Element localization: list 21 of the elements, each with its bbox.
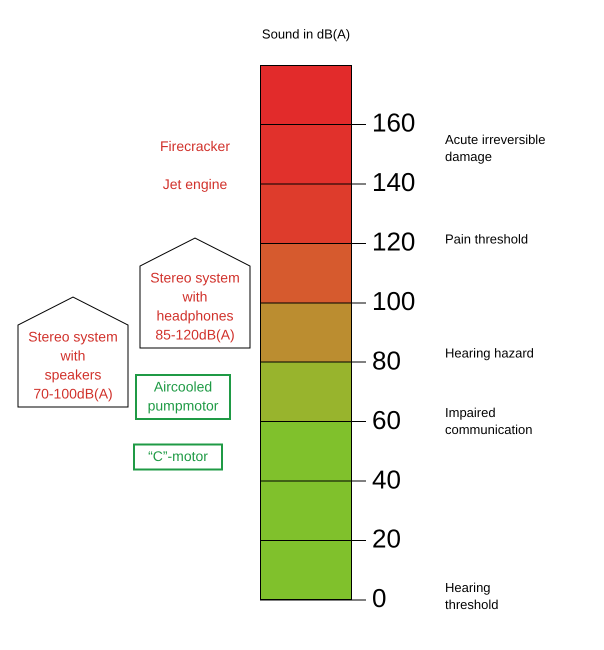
y-tick-label: 40	[372, 464, 401, 494]
text: Firecracker	[160, 138, 230, 154]
text: Stereo system with speakers 70-100dB(A)	[28, 328, 118, 402]
y-tick-label: 100	[372, 286, 416, 316]
text: Impaired communication	[445, 405, 532, 438]
text: Pain threshold	[445, 232, 528, 247]
text: Hearing hazard	[445, 346, 534, 361]
text: Acute irreversible damage	[445, 132, 546, 164]
y-tick-label: 20	[372, 524, 401, 554]
text: Hearing threshold	[445, 580, 498, 612]
text: Stereo system with headphones 85-120dB(A)	[150, 269, 240, 342]
y-tick-label: 80	[372, 345, 401, 376]
y-tick-label: 60	[372, 404, 401, 435]
text: Aircooled pumpmotor	[148, 378, 219, 414]
y-tick-label: 140	[372, 167, 416, 198]
text: Jet engine	[162, 176, 228, 192]
y-tick-label: 120	[372, 226, 416, 257]
y-axis-title: Sound in dB(A)	[262, 26, 350, 42]
y-tick-label: 0	[372, 583, 386, 614]
y-tick-label: 160	[372, 108, 416, 138]
text: “C”-motor	[148, 448, 208, 464]
